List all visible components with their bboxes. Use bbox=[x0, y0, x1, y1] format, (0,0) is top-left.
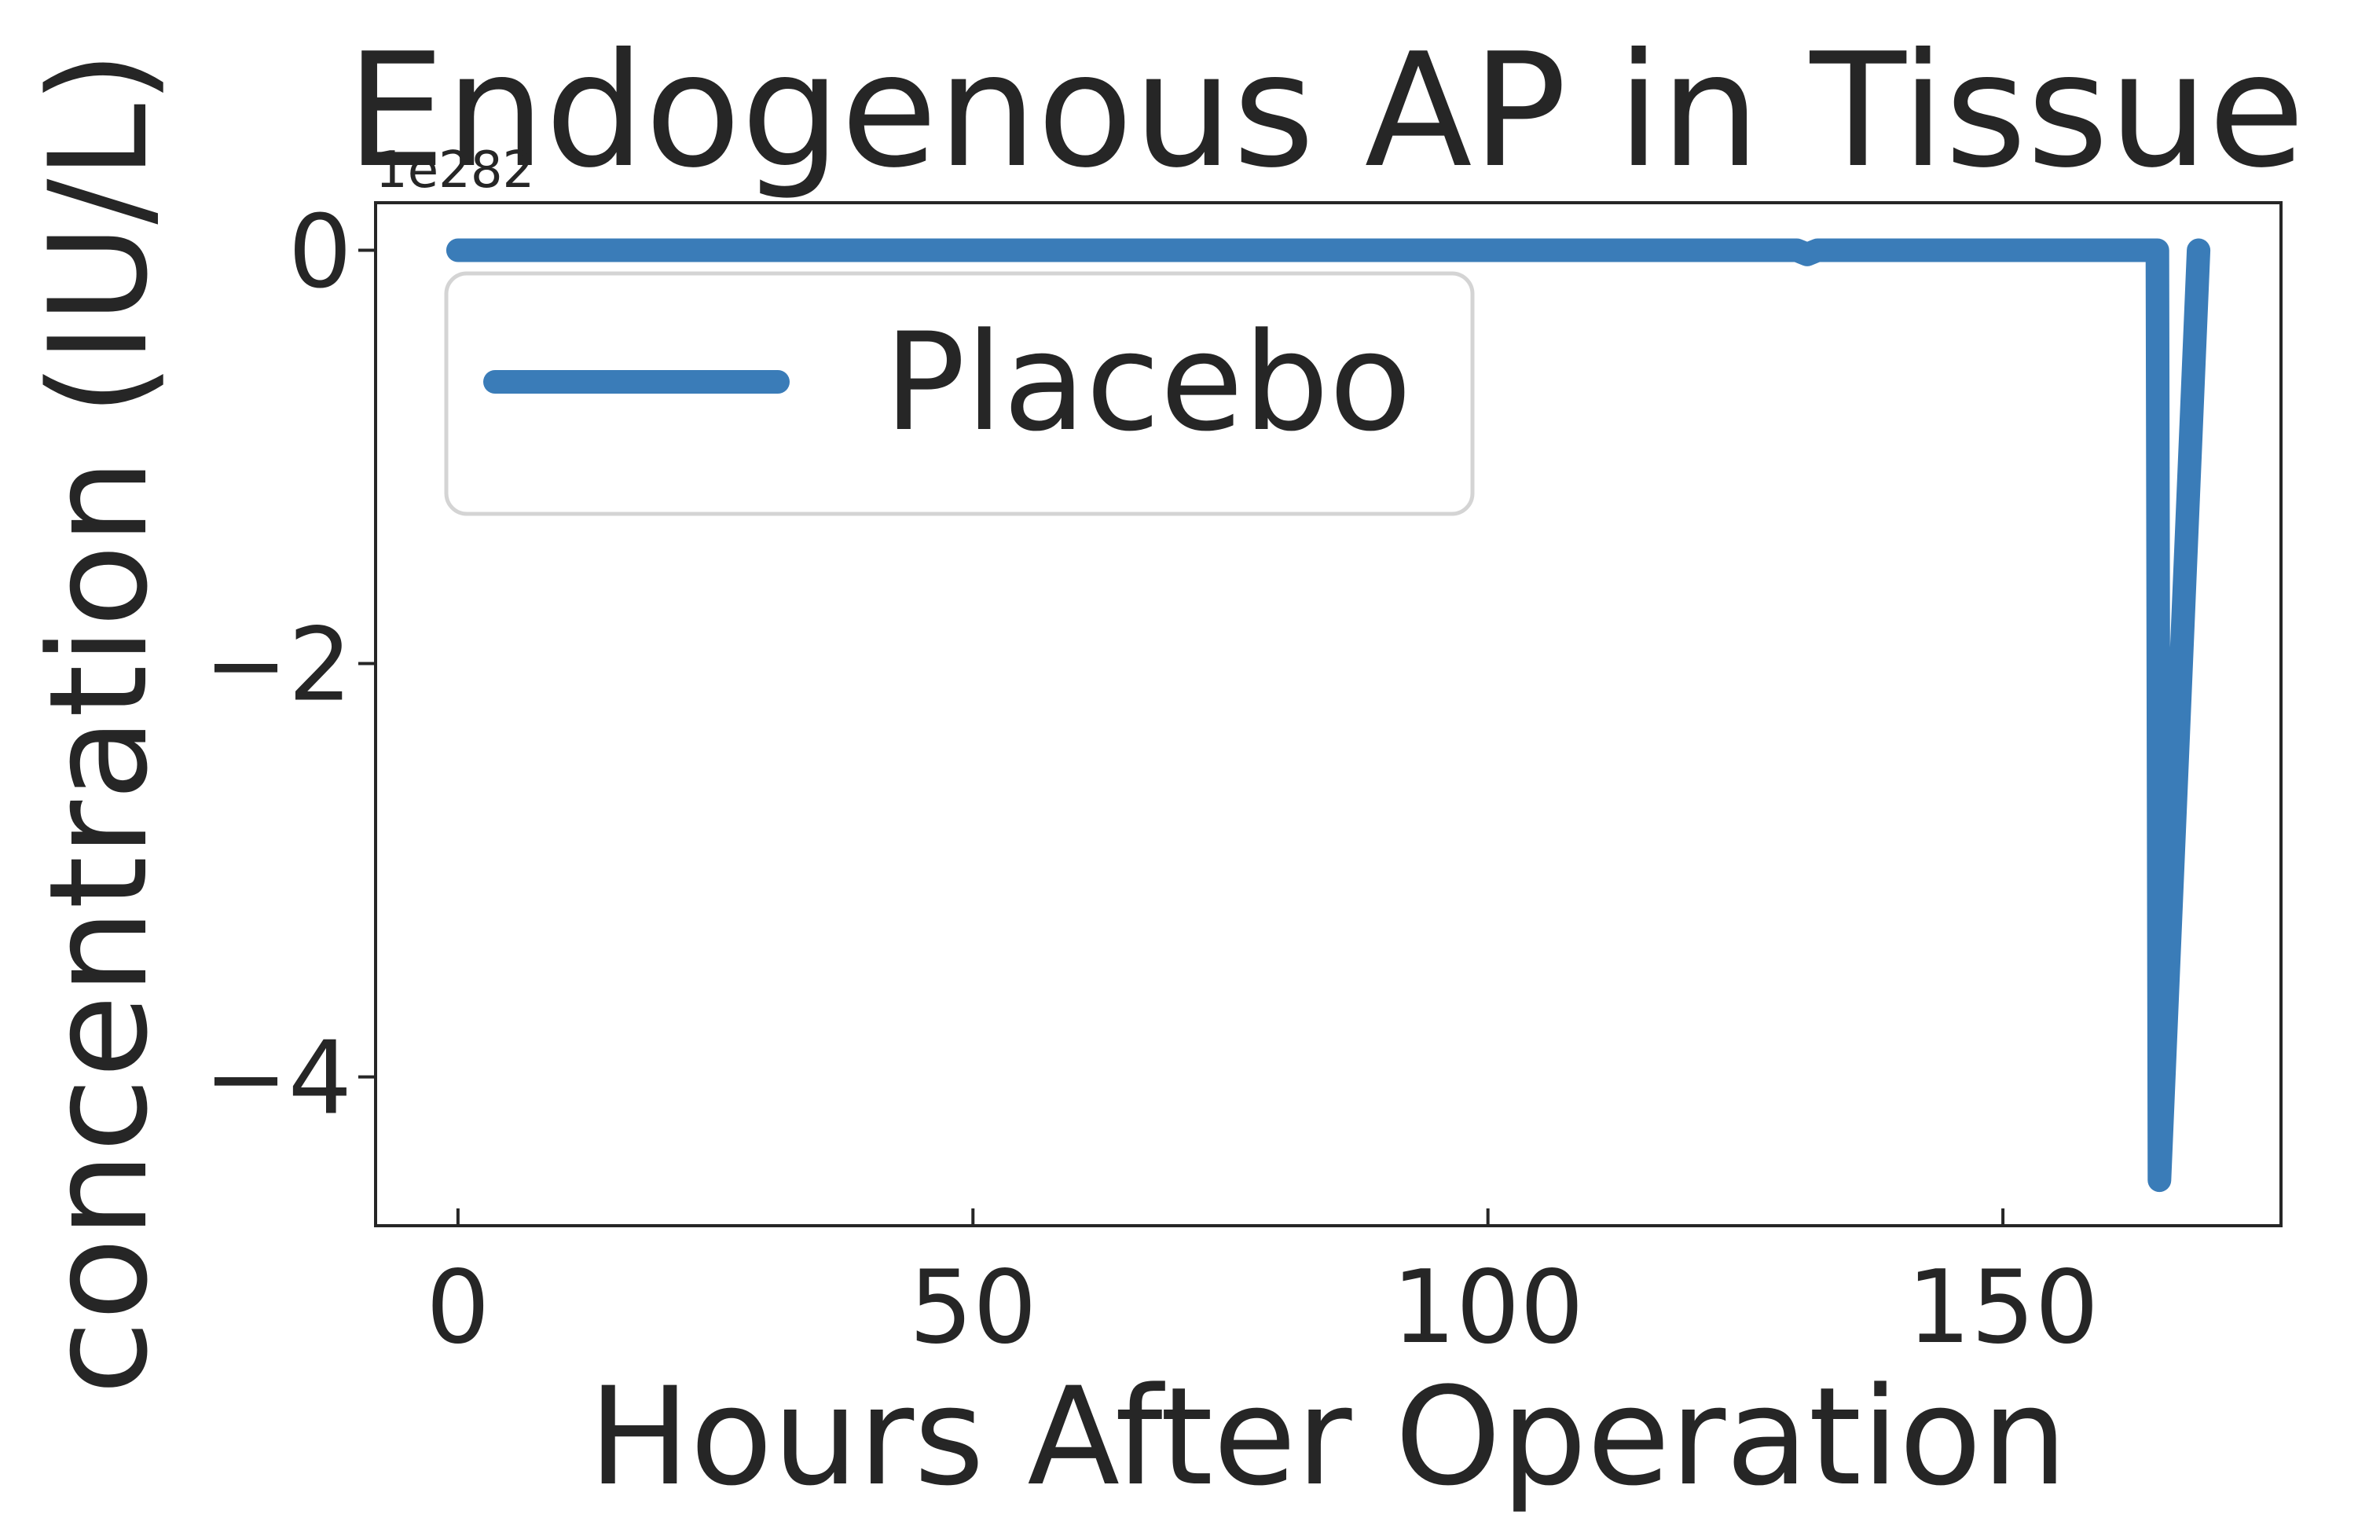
y-axis-label: concentration (IU/L) bbox=[20, 51, 178, 1395]
x-axis-ticks: 0 50 100 150 bbox=[426, 1208, 2099, 1366]
legend-frame bbox=[444, 271, 1475, 516]
axes-frame bbox=[374, 201, 2283, 1227]
legend-label-placebo: Placebo bbox=[884, 303, 1412, 461]
x-axis-label: Hours After Operation bbox=[589, 1358, 2067, 1516]
y-tick-label: −4 bbox=[204, 1021, 352, 1138]
plot-area bbox=[374, 201, 2283, 1227]
x-tick-label: 150 bbox=[1907, 1249, 2099, 1366]
legend: Placebo bbox=[444, 271, 1475, 516]
x-tick-label: 50 bbox=[909, 1249, 1037, 1366]
chart-title: Endogenous AP in Tissue bbox=[347, 20, 2305, 203]
y-tick-label: 0 bbox=[288, 193, 352, 310]
y-tick-label: −2 bbox=[204, 607, 352, 724]
series-line-placebo bbox=[446, 238, 2211, 1193]
y-axis-ticks: 0 −2 −4 bbox=[204, 193, 376, 1138]
x-tick-label: 100 bbox=[1392, 1249, 1584, 1366]
x-tick-label: 0 bbox=[426, 1249, 490, 1366]
series-group bbox=[446, 238, 2211, 1193]
y-axis-offset-text: 1e282 bbox=[376, 141, 534, 200]
